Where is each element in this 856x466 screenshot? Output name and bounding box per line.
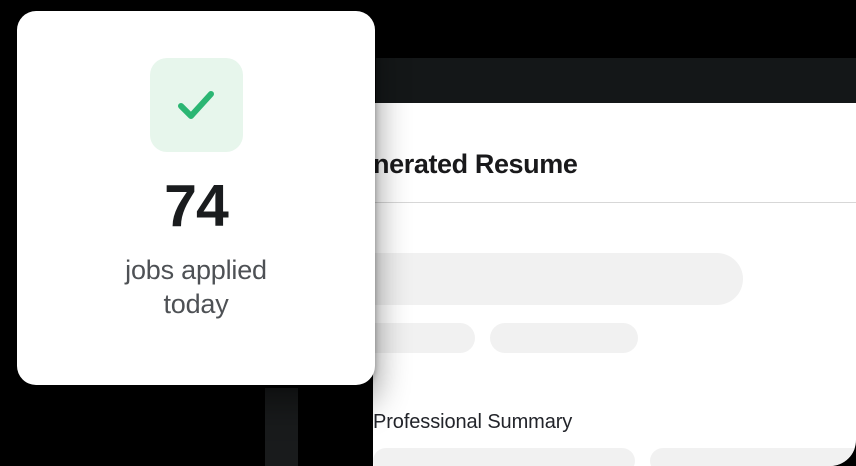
jobs-applied-count: 74 (164, 173, 229, 239)
check-icon-badge (149, 58, 243, 152)
jobs-applied-label-line2: today (163, 289, 229, 319)
panel-divider (373, 202, 856, 203)
section-title-professional-summary: Professional Summary (373, 411, 573, 433)
skeleton-summary-placeholder-right (650, 448, 856, 466)
jobs-applied-stat-card: 74 jobs applied today (17, 11, 375, 385)
resume-panel: AI-Generated Resume Professional Summary (373, 103, 856, 466)
background-dark-sliver (265, 388, 298, 466)
skeleton-headline-placeholder (373, 253, 743, 305)
jobs-applied-label-line1: jobs applied (125, 255, 267, 285)
app-window-titlebar (376, 58, 856, 103)
skeleton-contact-placeholder-left (373, 323, 475, 353)
check-icon (170, 79, 222, 131)
jobs-applied-label: jobs applied today (125, 253, 267, 321)
page-title: AI-Generated Resume (373, 149, 578, 179)
skeleton-contact-placeholder-right (490, 323, 638, 353)
skeleton-summary-placeholder-left (373, 448, 635, 466)
